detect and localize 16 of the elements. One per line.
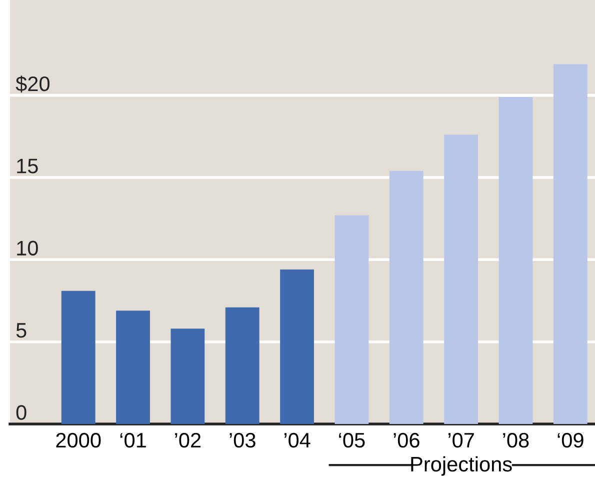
y-tick-label: 10 [17,240,38,256]
x-tick-label: ’06 [394,432,420,448]
x-tick-label: ’07 [448,432,474,448]
x-tick-label: 2000 [56,432,101,448]
y-tick-label: $20 [16,76,50,92]
y-tick-label: 15 [17,158,38,174]
x-tick-label: ’04 [284,432,310,448]
x-tick-label: ‘05 [339,432,365,448]
x-tick-label: ’03 [230,432,256,448]
y-tick-label: 0 [16,405,26,420]
text: Projections [411,456,512,476]
x-tick-label: ‘01 [120,432,146,448]
y-tick-label: 5 [16,323,26,338]
x-tick-label: ’08 [503,432,529,448]
x-tick-label: ‘09 [558,432,584,448]
x-tick-label: ’02 [175,432,201,448]
